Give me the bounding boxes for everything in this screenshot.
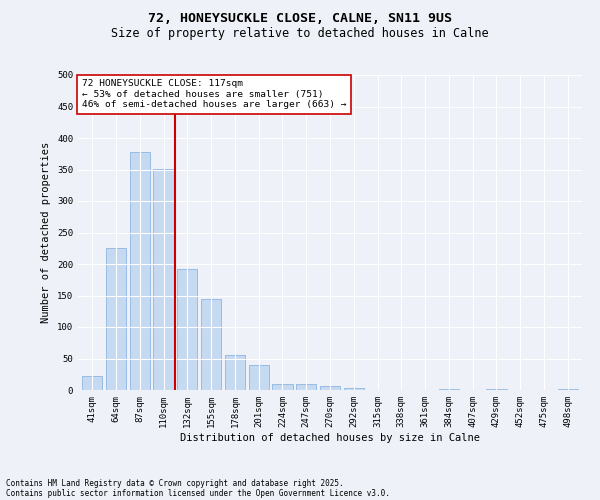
Bar — [177, 269, 197, 390]
Bar — [344, 388, 364, 390]
Bar — [225, 356, 245, 390]
Bar — [487, 388, 506, 390]
Text: 72, HONEYSUCKLE CLOSE, CALNE, SN11 9US: 72, HONEYSUCKLE CLOSE, CALNE, SN11 9US — [148, 12, 452, 26]
Text: Contains HM Land Registry data © Crown copyright and database right 2025.: Contains HM Land Registry data © Crown c… — [6, 478, 344, 488]
Bar — [106, 248, 126, 390]
Bar — [272, 384, 293, 390]
Bar — [130, 152, 150, 390]
Bar — [82, 376, 103, 390]
Y-axis label: Number of detached properties: Number of detached properties — [41, 142, 52, 323]
Text: Size of property relative to detached houses in Calne: Size of property relative to detached ho… — [111, 28, 489, 40]
X-axis label: Distribution of detached houses by size in Calne: Distribution of detached houses by size … — [180, 432, 480, 442]
Bar — [296, 384, 316, 390]
Bar — [201, 298, 221, 390]
Text: 72 HONEYSUCKLE CLOSE: 117sqm
← 53% of detached houses are smaller (751)
46% of s: 72 HONEYSUCKLE CLOSE: 117sqm ← 53% of de… — [82, 80, 346, 109]
Text: Contains public sector information licensed under the Open Government Licence v3: Contains public sector information licen… — [6, 488, 390, 498]
Bar — [248, 365, 269, 390]
Bar — [320, 386, 340, 390]
Bar — [154, 169, 173, 390]
